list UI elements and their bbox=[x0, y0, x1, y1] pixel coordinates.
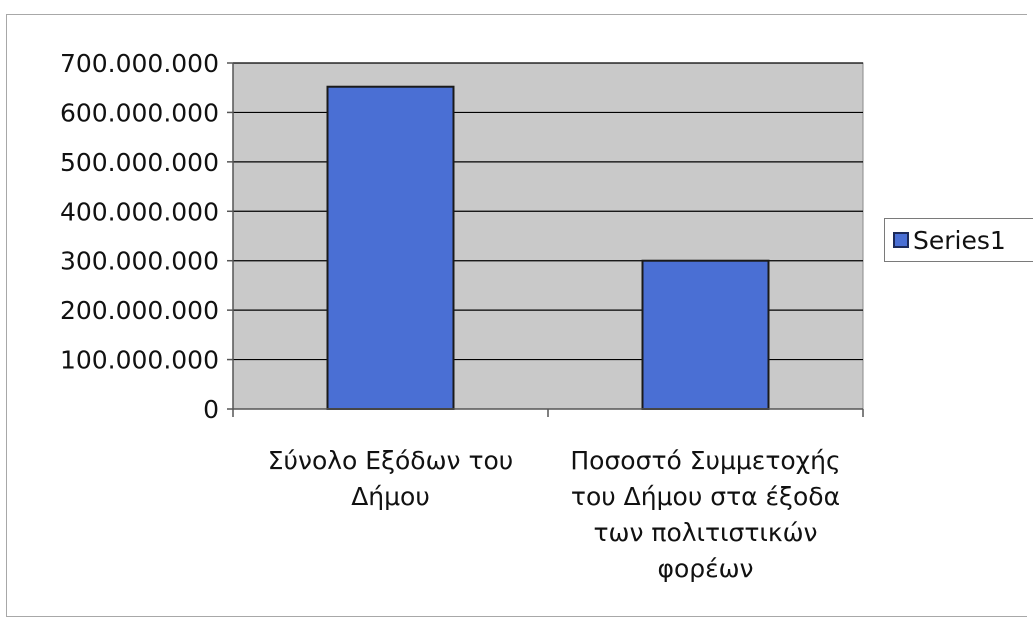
legend-label: Series1 bbox=[913, 225, 1006, 255]
y-tick-label: 700.000.000 bbox=[60, 49, 219, 78]
x-tick-label-line: Δήμου bbox=[351, 482, 430, 511]
x-tick-label-line: Σύνολο Εξόδων του bbox=[268, 446, 514, 475]
bar bbox=[326, 85, 455, 411]
chart-frame bbox=[6, 14, 1027, 617]
legend: Series1 bbox=[884, 218, 1033, 262]
y-tick-label: 500.000.000 bbox=[60, 148, 219, 177]
y-tick-label: 600.000.000 bbox=[60, 98, 219, 127]
x-tick-label: Σύνολο Εξόδων του Δήμου bbox=[268, 446, 514, 511]
legend-swatch bbox=[893, 232, 909, 248]
y-tick-label: 300.000.000 bbox=[60, 247, 219, 276]
x-tick-label-line: του Δήμου στα έξοδα bbox=[571, 482, 840, 511]
x-tick-label: Ποσοστό Συμμετοχής του Δήμου στα έξοδα των… bbox=[570, 446, 840, 583]
bar bbox=[641, 259, 770, 411]
y-tick-label: 400.000.000 bbox=[60, 197, 219, 226]
y-tick-label: 200.000.000 bbox=[60, 296, 219, 325]
x-tick-label-line: φορέων bbox=[657, 554, 753, 583]
x-tick-label-line: των πολιτιστικών bbox=[594, 518, 818, 547]
y-tick-label: 100.000.000 bbox=[60, 346, 219, 375]
x-tick-label-line: Ποσοστό Συμμετοχής bbox=[570, 446, 840, 475]
y-tick-label: 0 bbox=[203, 395, 219, 424]
